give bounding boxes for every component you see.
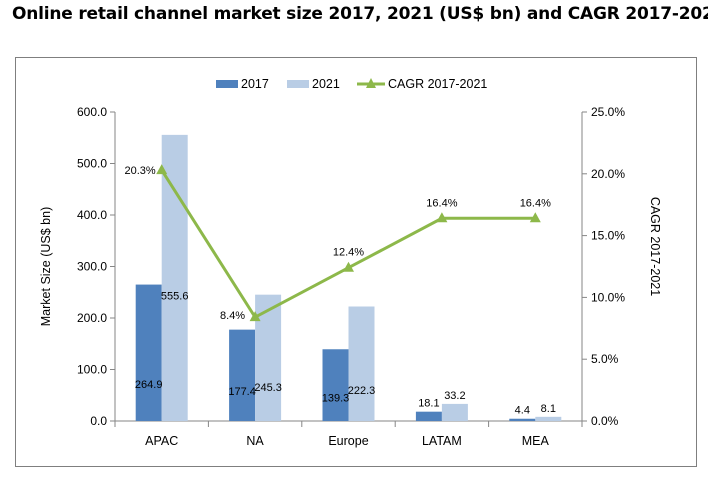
data-label-2021: 245.3 (254, 382, 282, 394)
bar-2017 (135, 284, 162, 421)
data-label-2021: 33.2 (444, 390, 465, 402)
cagr-data-label: 16.4% (520, 197, 551, 209)
chart-title: Online retail channel market size 2017, … (12, 4, 708, 24)
bar-2017 (322, 349, 349, 421)
cagr-marker (343, 261, 354, 272)
legend-swatch-2017 (216, 80, 238, 88)
x-tick-label: MEA (522, 434, 550, 448)
data-label-2017: 177.4 (228, 386, 256, 398)
cagr-marker (436, 212, 448, 223)
bar-2021 (441, 403, 468, 421)
bar-2021 (348, 306, 375, 421)
cagr-data-label: 16.4% (426, 197, 457, 209)
cagr-marker (529, 212, 541, 223)
y2-tick-label: 10.0% (591, 290, 625, 304)
x-tick-label: NA (246, 434, 264, 448)
legend-label-cagr: CAGR 2017-2021 (388, 77, 487, 91)
y2-tick-label: 20.0% (591, 167, 625, 181)
x-tick-label: APAC (145, 434, 178, 448)
y-tick-label: 500.0 (77, 157, 107, 171)
bar-2017 (509, 418, 536, 421)
cagr-data-label: 8.4% (220, 310, 245, 322)
legend-swatch-2021 (287, 80, 309, 88)
legend-swatch-cagr-marker (366, 78, 376, 88)
cagr-line (160, 169, 536, 320)
data-label-2021: 555.6 (161, 291, 189, 303)
y2-tick-label: 5.0% (591, 352, 619, 366)
legend-label-2021: 2021 (312, 77, 340, 91)
x-tick-label: LATAM (422, 434, 462, 448)
data-label-2017: 139.3 (322, 392, 350, 404)
y-tick-label: 600.0 (77, 105, 107, 119)
data-label-2021: 222.3 (348, 385, 376, 397)
y2-tick-label: 0.0% (591, 414, 619, 428)
bar-2017 (415, 411, 442, 421)
y2-tick-label: 15.0% (591, 229, 625, 243)
cagr-data-label: 12.4% (333, 247, 364, 259)
bar-2017 (229, 329, 256, 421)
y-tick-label: 100.0 (77, 363, 107, 377)
cagr-marker (156, 164, 168, 175)
legend-label-2017: 2017 (241, 77, 269, 91)
bar-2021 (535, 416, 562, 421)
y-axis-title: Market Size (US$ bn) (39, 207, 53, 326)
y-tick-label: 400.0 (77, 208, 107, 222)
data-label-2017: 4.4 (515, 405, 530, 417)
y2-axis-title: CAGR 2017-2021 (648, 197, 662, 296)
data-label-2017: 18.1 (418, 398, 439, 410)
y2-tick-label: 25.0% (591, 105, 625, 119)
y-tick-label: 300.0 (77, 260, 107, 274)
cagr-data-label: 20.3% (124, 165, 155, 177)
x-tick-label: Europe (328, 434, 368, 448)
bar-2021 (161, 134, 188, 421)
y-tick-label: 0.0 (90, 414, 107, 428)
cagr-marker (249, 311, 261, 322)
data-label-2017: 264.9 (135, 379, 163, 391)
y-tick-label: 200.0 (77, 311, 107, 325)
data-label-2021: 8.1 (541, 403, 556, 415)
